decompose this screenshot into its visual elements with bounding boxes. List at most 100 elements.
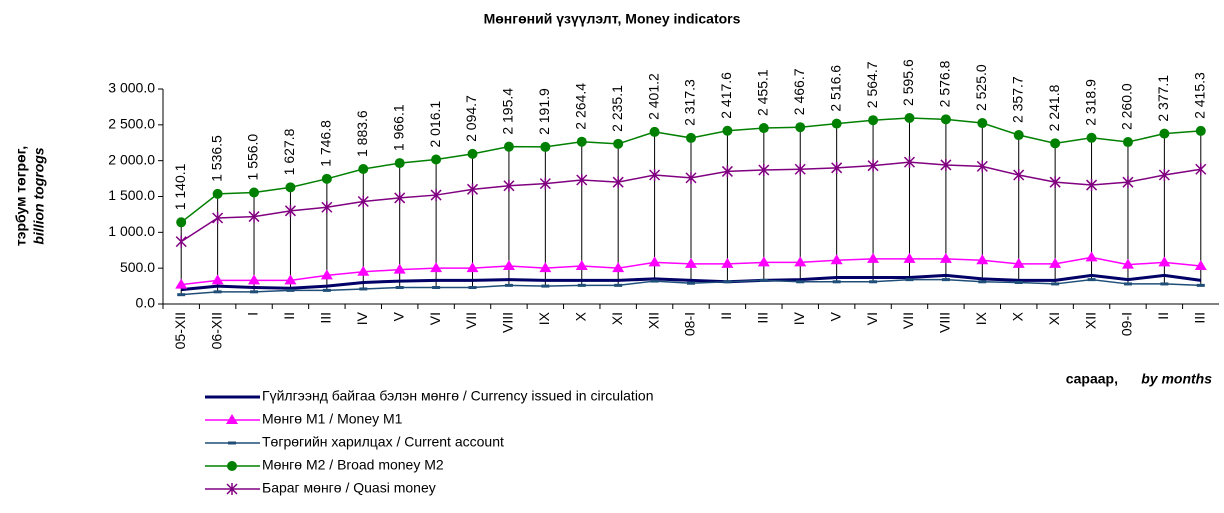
x-tick-label: 05-XII	[172, 312, 188, 349]
point	[213, 290, 222, 294]
point	[685, 257, 697, 268]
data-label: 1 966.1	[390, 104, 406, 151]
data-label: 1 140.1	[172, 163, 188, 210]
point	[431, 154, 442, 165]
point	[177, 293, 186, 297]
legend-label: Төгрөгийн харилцах / Current account	[262, 434, 504, 450]
point	[614, 283, 623, 287]
point	[868, 115, 879, 126]
point	[721, 165, 733, 178]
point	[226, 483, 238, 495]
data-label: 2 377.1	[1155, 75, 1171, 122]
point	[540, 141, 551, 152]
point	[395, 286, 404, 290]
point	[285, 182, 296, 193]
y-tick-label: 2 000.0	[108, 151, 155, 167]
x-tick-label: VIII	[500, 312, 516, 333]
point	[504, 283, 513, 287]
data-label: 2 401.2	[645, 73, 661, 120]
x-tick-label: VII	[463, 312, 479, 329]
point	[1051, 282, 1060, 286]
x-tick-label: VIII	[937, 312, 953, 333]
y-tick-label: 0.0	[136, 295, 156, 311]
x-tick-label: 09-I	[1119, 312, 1135, 336]
data-label: 2 564.7	[864, 61, 880, 108]
point	[394, 191, 406, 204]
point	[575, 260, 588, 271]
y-tick-label: 1 500.0	[108, 187, 155, 203]
point	[794, 163, 806, 176]
point	[430, 189, 442, 202]
point	[650, 279, 659, 283]
point	[211, 274, 224, 285]
data-label: 1 746.8	[318, 120, 334, 167]
point	[1049, 176, 1061, 189]
point	[649, 126, 660, 137]
point	[794, 256, 807, 267]
data-label: 2 191.9	[536, 88, 552, 135]
x-tick-label: VI	[864, 312, 880, 325]
x-tick-label: X	[1009, 311, 1025, 321]
point	[468, 286, 477, 290]
point	[1194, 260, 1207, 271]
point	[250, 290, 259, 294]
point	[1050, 138, 1061, 149]
data-label: 2 357.7	[1009, 76, 1025, 123]
point	[686, 132, 696, 143]
point	[831, 118, 842, 129]
x-tick-label: 06-XII	[208, 312, 224, 349]
point	[613, 138, 624, 149]
x-tick-label: 08-I	[682, 312, 698, 336]
point	[685, 171, 697, 184]
x-tick-label: II	[1155, 312, 1171, 320]
data-label: 2 241.8	[1046, 84, 1062, 131]
point	[212, 188, 223, 199]
data-label: 2 195.4	[500, 88, 516, 135]
point	[1195, 125, 1206, 136]
y-axis-title: тэрбум төгрөг,	[13, 146, 29, 246]
point	[539, 177, 551, 190]
point	[976, 254, 989, 265]
point	[394, 158, 405, 169]
point	[576, 136, 587, 147]
point	[1049, 257, 1062, 268]
point	[430, 262, 443, 273]
point	[1122, 137, 1133, 148]
x-axis-title: сараар,	[1066, 371, 1118, 387]
point	[248, 210, 260, 223]
point	[503, 141, 514, 152]
point	[1086, 132, 1097, 143]
point	[1013, 130, 1024, 141]
point	[941, 278, 950, 282]
point	[359, 287, 368, 291]
x-tick-label: XI	[1046, 312, 1062, 325]
point	[1158, 169, 1170, 181]
point	[612, 262, 625, 273]
point	[722, 125, 733, 136]
x-tick-label: IX	[973, 311, 989, 325]
x-tick-label: III	[318, 312, 334, 324]
point	[612, 176, 624, 189]
point	[466, 262, 479, 273]
point	[284, 204, 296, 217]
point	[286, 288, 295, 292]
point	[978, 280, 987, 284]
point	[322, 288, 331, 292]
point	[358, 164, 369, 175]
legend-label: Гүйлгээнд байгаа бэлэн мөнгө / Currency …	[262, 388, 654, 404]
x-tick-label: IV	[791, 311, 807, 325]
point	[357, 265, 370, 276]
point	[1086, 179, 1098, 192]
point	[649, 169, 661, 181]
point	[903, 156, 916, 169]
point	[467, 148, 478, 159]
x-tick-label: V	[827, 311, 843, 321]
point	[723, 280, 732, 284]
data-label: 2 260.0	[1119, 83, 1135, 130]
point	[867, 252, 880, 263]
data-label: 2 417.6	[718, 72, 734, 119]
point	[830, 254, 843, 265]
point	[1122, 176, 1134, 189]
point	[977, 118, 988, 129]
